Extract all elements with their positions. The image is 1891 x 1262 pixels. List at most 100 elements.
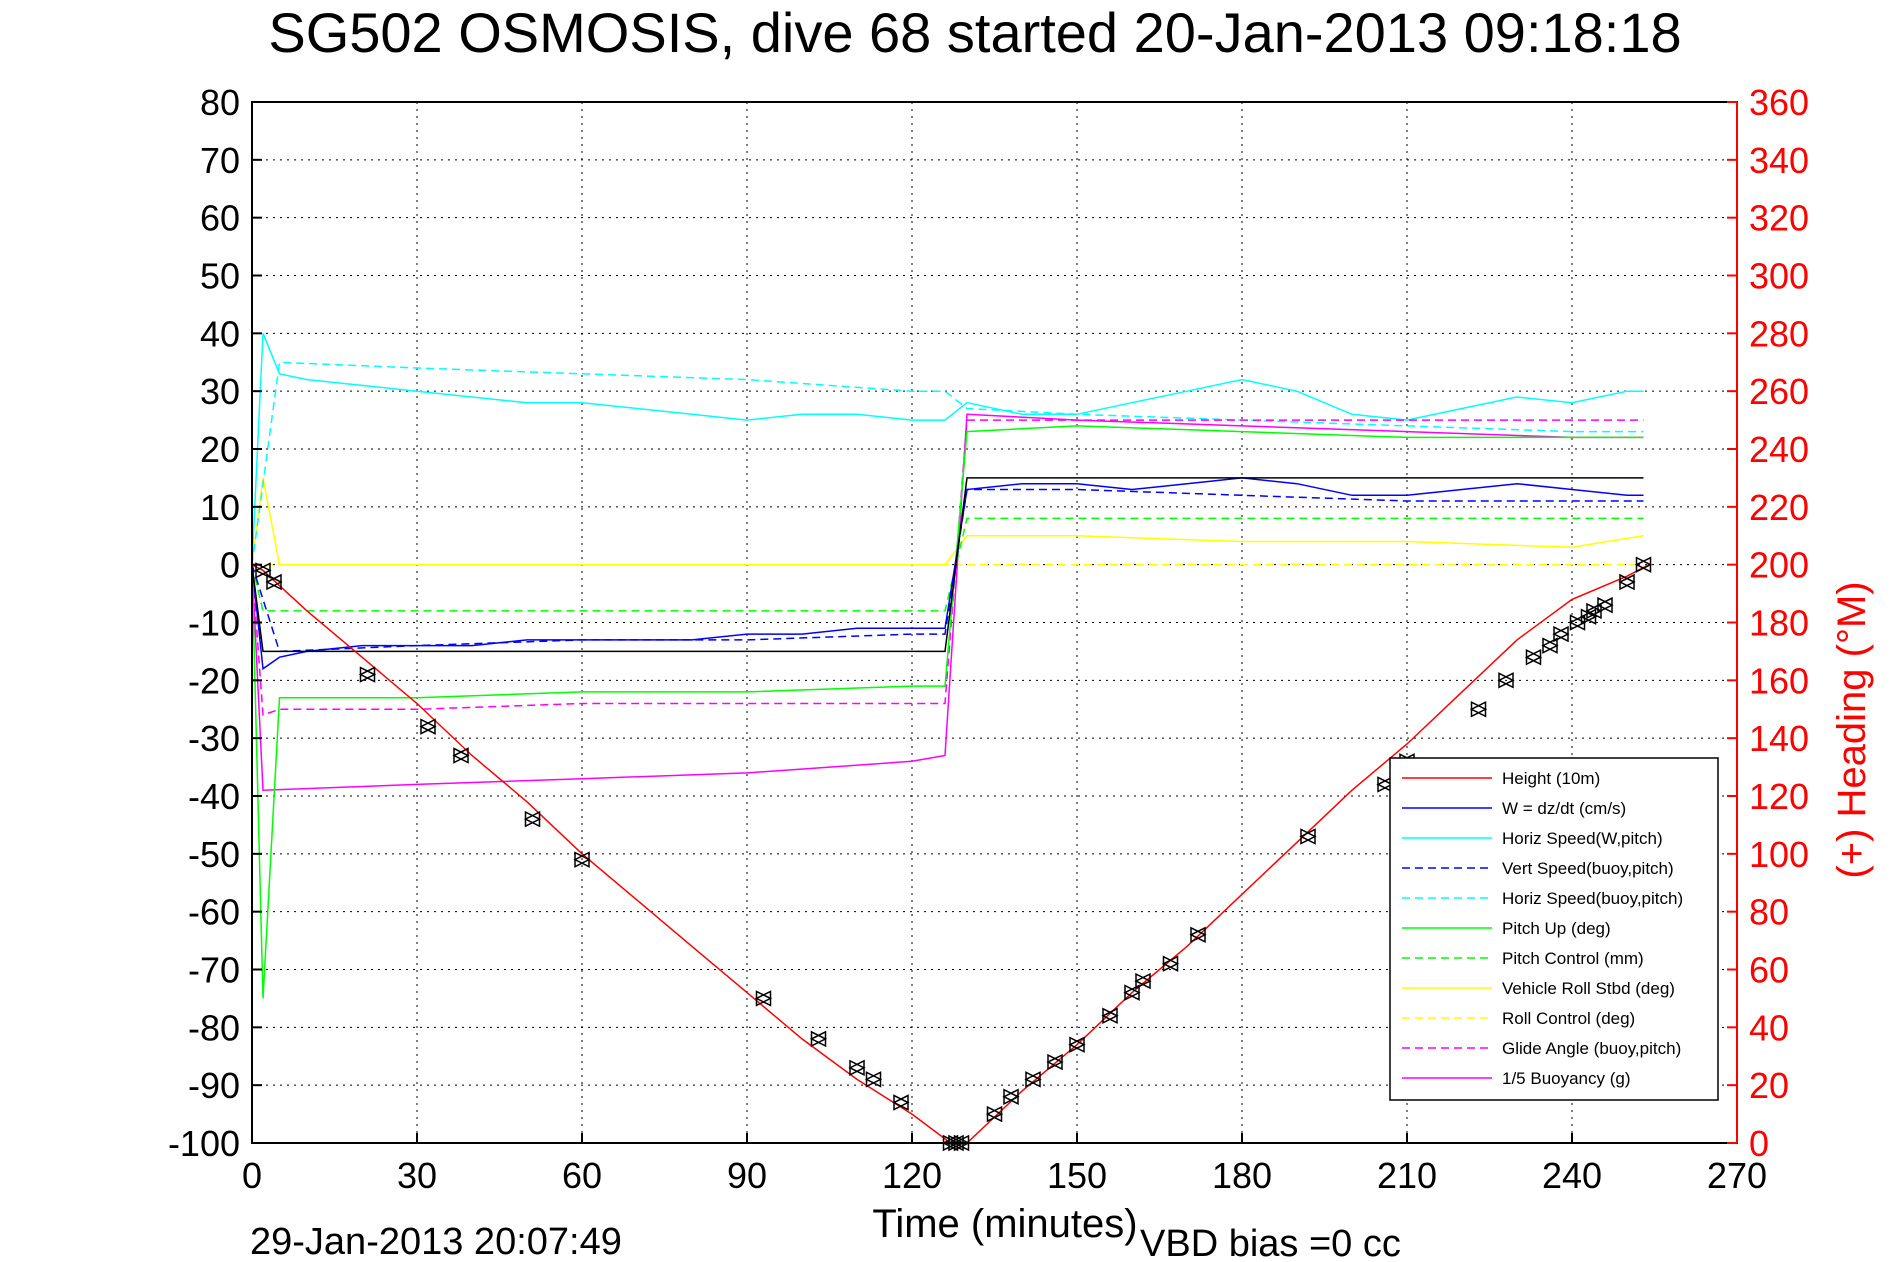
fix-marker-left [1046,1053,1063,1071]
fix-marker-right [524,810,542,828]
vbd-bias-footer: VBD bias =0 cc [1140,1223,1401,1262]
y-tick-label: -20 [188,660,240,701]
fix-marker-left [1618,573,1635,591]
legend-entry: Roll Control (deg) [1502,1009,1635,1028]
legend-entry: Horiz Speed(buoy,pitch) [1502,889,1683,908]
right-tick-label: 360 [1749,82,1809,123]
fix-marker-right [1525,648,1543,666]
x-axis-label: Time (minutes) [872,1202,1137,1246]
right-tick-label: 200 [1749,545,1809,586]
fix-marker-left [1552,625,1569,643]
fix-marker-left [1068,1036,1085,1053]
position-fix-markers [254,556,1653,1152]
right-tick-label: 280 [1749,313,1809,354]
fix-marker-right [420,718,437,735]
fix-marker-left [985,1105,1003,1123]
right-axis-label: (+) Heading (°M) [1830,581,1874,878]
x-tick-label: 180 [1212,1155,1272,1196]
right-tick-label: 100 [1749,834,1809,875]
w-dz-dt-cm-s-line [251,477,1644,671]
y-tick-label: 70 [200,140,240,181]
pitch-control-mm-line [251,517,1644,612]
right-tick-label: 160 [1749,660,1809,701]
y-tick-label: 30 [200,371,240,412]
glide-angle-buoy-pitch-line [251,419,1644,717]
y-tick-label: 0 [220,545,240,586]
x-tick-label: 0 [242,1155,262,1196]
x-tick-label: 210 [1377,1155,1437,1196]
right-tick-label: 340 [1749,140,1809,181]
vehicle-roll-stbd-deg-line [251,477,1644,566]
y-tick-label: 20 [200,429,240,470]
y-tick-label: -10 [188,603,240,644]
right-tick-label: 140 [1749,718,1809,759]
legend-entry: Glide Angle (buoy,pitch) [1502,1039,1681,1058]
right-tick-label: 120 [1749,776,1809,817]
fix-marker-left [1497,672,1514,689]
legend-entry: Pitch Up (deg) [1502,919,1611,938]
y-tick-label: -30 [188,718,240,759]
right-tick-label: 260 [1749,371,1809,412]
pitch-up-deg-line [251,425,1644,999]
fix-marker-left [265,573,282,591]
x-tick-label: 60 [562,1155,602,1196]
y-tick-label: 40 [200,313,240,354]
fix-marker-left [1469,701,1487,718]
fix-marker-left [1123,984,1140,1001]
fix-marker-left [1134,972,1151,990]
fix-marker-left [1002,1088,1019,1105]
fix-marker-left [1541,637,1558,654]
fix-marker-right [359,666,377,683]
right-tick-label: 40 [1749,1007,1789,1048]
fix-marker-left [892,1094,909,1111]
fix-marker-left [848,1059,865,1077]
fix-marker-left [358,666,376,683]
right-tick-label: 220 [1749,487,1809,528]
right-tick-label: 320 [1749,198,1809,239]
x-tick-label: 150 [1047,1155,1107,1196]
fix-marker-left [1596,596,1613,614]
fix-marker-left [864,1071,882,1088]
y-tick-label: -90 [188,1065,240,1106]
fix-marker-left [523,810,541,828]
x-tick-label: 240 [1542,1155,1602,1196]
right-tick-label: 80 [1749,892,1789,933]
horiz-speed-buoy-pitch-line [251,361,1644,565]
fix-marker-left [452,747,469,764]
fix-marker-left [1101,1007,1118,1024]
fix-marker-left [1024,1071,1041,1088]
fix-marker-right [865,1071,883,1088]
fix-marker-left [1634,556,1652,573]
right-tick-label: 20 [1749,1065,1789,1106]
vert-speed-buoy-pitch-line [251,488,1644,653]
legend-entry: Pitch Control (mm) [1502,949,1644,968]
y-tick-label: -50 [188,834,240,875]
legend-entry: Vehicle Roll Stbd (deg) [1502,979,1675,998]
fix-marker-right [1470,701,1488,718]
1-5-buoyancy-g-line [251,413,1644,791]
fix-marker-left [1579,608,1597,625]
legend-entry: W = dz/dt (cm/s) [1502,799,1626,818]
horiz-speed-w-pitch-line [251,333,1644,565]
fix-marker-left [419,718,436,735]
right-tick-label: 180 [1749,603,1809,644]
fix-marker-left [809,1030,827,1048]
x-tick-label: 90 [727,1155,767,1196]
legend-entry: 1/5 Buoyancy (g) [1502,1069,1631,1088]
x-tick-label: 270 [1707,1155,1767,1196]
y-tick-label: -80 [188,1007,240,1048]
legend-entry: Vert Speed(buoy,pitch) [1502,859,1674,878]
right-tick-label: 0 [1749,1123,1769,1164]
fix-marker-left [754,990,772,1007]
right-tick-label: 60 [1749,950,1789,991]
y-tick-label: -70 [188,950,240,991]
y-tick-label: -40 [188,776,240,817]
right-tick-label: 300 [1749,256,1809,297]
fix-marker-left [1189,926,1206,944]
fix-marker-left [1524,648,1542,666]
fix-marker-right [986,1105,1004,1123]
y-tick-label: 80 [200,82,240,123]
legend: Height (10m) W = dz/dt (cm/s) Horiz Speed(… [1389,757,1719,1101]
timestamp-footer: 29-Jan-2013 20:07:49 [250,1221,622,1262]
